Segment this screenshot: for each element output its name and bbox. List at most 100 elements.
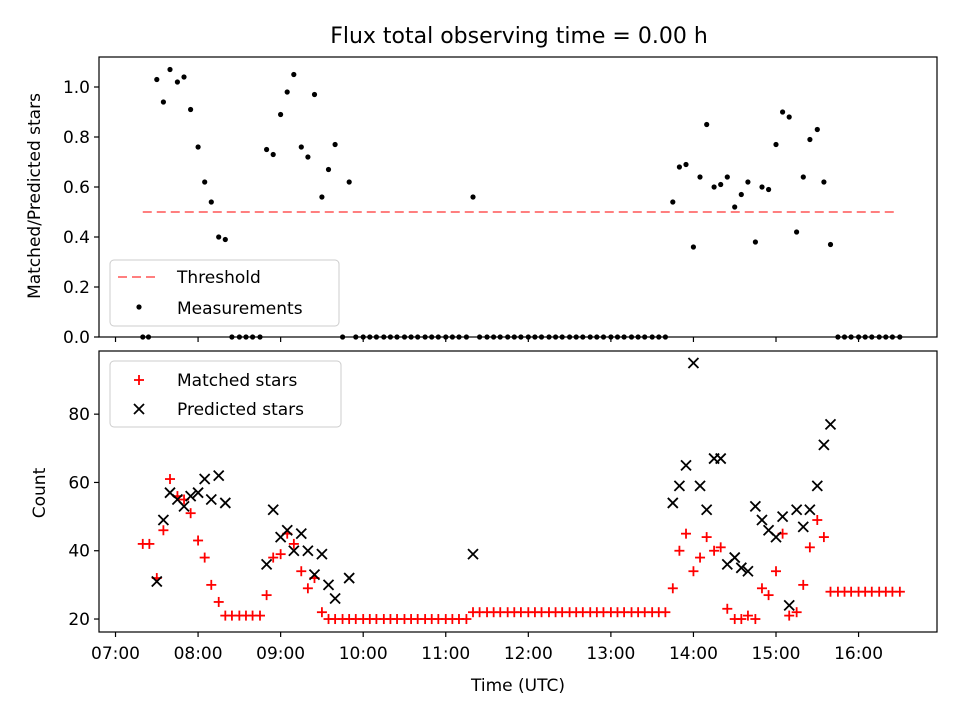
matched-star-point	[695, 552, 706, 563]
measurement-point	[270, 151, 276, 158]
measurement-point	[222, 236, 228, 243]
predicted-star-point	[818, 439, 830, 451]
matched-star-point	[461, 614, 472, 625]
matched-star-point	[742, 610, 753, 621]
predicted-star-point	[205, 493, 217, 506]
bottom-ytick-label: 60	[68, 473, 90, 493]
predicted-star-point	[219, 497, 231, 509]
top-ytick-label: 0.8	[63, 128, 90, 148]
bottom-legend-box	[109, 360, 342, 428]
predicted-star-point	[467, 548, 479, 560]
matched-star-point	[894, 586, 905, 597]
legend-matched-swatch	[134, 375, 144, 385]
legend-threshold-label: Threshold	[176, 268, 261, 288]
legend-predicted-swatch	[133, 403, 145, 415]
measurement-point	[167, 66, 173, 73]
measurement-point	[759, 184, 765, 190]
matched-star-point	[206, 579, 217, 590]
measurement-point	[752, 239, 759, 245]
measurement-point	[174, 79, 180, 85]
measurement-point	[319, 194, 325, 200]
bottom-xtick-label: 11:00	[421, 644, 470, 664]
matched-star-point	[275, 549, 286, 560]
measurement-point	[670, 199, 676, 205]
top-panel: Flux total observing time = 0.00 h Match…	[25, 24, 938, 348]
matched-star-point	[791, 607, 802, 618]
predicted-star-point	[185, 490, 197, 502]
bottom-y-axis-label: Count	[30, 467, 50, 518]
bottom-xtick-label: 08:00	[174, 644, 223, 664]
measurement-point	[298, 144, 304, 150]
predicted-star-point	[316, 548, 328, 560]
predicted-star-point	[199, 473, 211, 485]
bottom-xtick-label: 14:00	[669, 644, 718, 664]
measurement-point	[814, 126, 820, 133]
matched-star-point	[199, 552, 210, 563]
matched-star-point	[254, 610, 265, 621]
measurement-point	[195, 144, 201, 150]
matched-star-point	[185, 508, 196, 519]
measurement-point	[827, 241, 834, 248]
predicted-star-point	[157, 514, 170, 526]
measurement-point	[264, 146, 270, 153]
measurement-point	[284, 89, 290, 95]
predicted-star-point	[824, 418, 837, 431]
predicted-star-point	[343, 572, 355, 584]
predicted-star-point	[260, 558, 273, 571]
predicted-star-point	[791, 504, 803, 516]
top-legend: Threshold Measurements	[109, 259, 340, 327]
measurement-point	[745, 179, 751, 185]
matched-star-point	[681, 528, 692, 539]
matched-star-point	[736, 614, 747, 625]
matched-star-point	[144, 538, 155, 549]
top-y-axis-label: Matched/Predicted stars	[25, 93, 45, 299]
predicted-star-point	[667, 497, 679, 509]
bottom-ytick-label: 20	[68, 610, 90, 630]
predicted-star-point	[729, 551, 741, 564]
chart-title: Flux total observing time = 0.00 h	[330, 24, 708, 49]
measurement-point	[291, 71, 297, 78]
predicted-star-point	[701, 504, 713, 516]
matched-star-point	[804, 542, 815, 553]
legend-measurements-swatch	[136, 304, 142, 310]
bottom-xtick-label: 10:00	[339, 644, 388, 664]
predicted-star-point	[797, 521, 809, 533]
matched-star-point	[701, 532, 712, 543]
bottom-plot-frame	[98, 350, 938, 633]
predicted-star-point	[735, 562, 747, 574]
measurement-point	[718, 181, 724, 188]
predicted-star-point	[715, 452, 727, 465]
measurement-point	[780, 109, 786, 115]
top-legend-box	[109, 259, 340, 327]
predicted-star-point	[742, 565, 754, 577]
predicted-star-point	[770, 531, 782, 543]
matched-star-point	[722, 603, 733, 614]
bottom-xtick-label: 15:00	[752, 644, 801, 664]
bottom-xtick-label: 09:00	[256, 644, 305, 664]
legend-matched-label: Matched stars	[177, 371, 297, 391]
bottom-xtick-label: 07:00	[91, 644, 140, 664]
measurement-point	[821, 179, 827, 185]
bottom-legend: Matched stars Predicted stars	[109, 360, 342, 428]
top-ytick-label: 0.0	[63, 328, 90, 348]
matched-star-point	[288, 538, 299, 549]
legend-predicted-label: Predicted stars	[177, 400, 304, 420]
measurement-point	[311, 91, 318, 98]
measurement-point	[800, 174, 806, 180]
bottom-ytick-label: 40	[68, 542, 90, 562]
predicted-star-point	[673, 480, 686, 492]
bottom-panel: Count Time (UTC) 20 40 60 80 07:00 08:00 09:0…	[30, 350, 938, 696]
measurement-point	[470, 194, 476, 200]
legend-measurements-label: Measurements	[177, 299, 303, 319]
measurement-point	[786, 114, 792, 120]
measurement-point	[154, 76, 160, 83]
predicted-star-point	[267, 504, 279, 516]
measurement-point	[305, 154, 311, 160]
measurement-point	[724, 174, 730, 180]
matched-star-point	[302, 583, 313, 594]
matched-star-point	[165, 474, 176, 485]
matched-star-point	[193, 535, 204, 546]
matched-star-point	[667, 583, 678, 594]
matched-star-point	[771, 566, 782, 577]
